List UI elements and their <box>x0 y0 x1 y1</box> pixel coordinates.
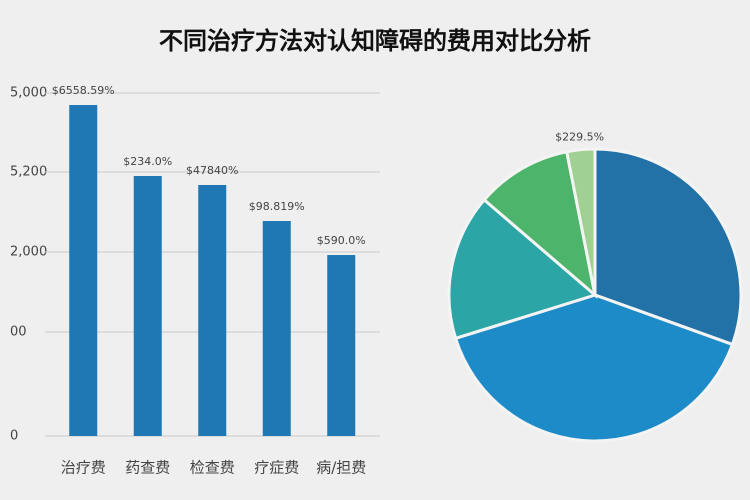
value-label: $6558.59% <box>52 84 115 97</box>
y-tick-label: 5,200 <box>10 165 47 180</box>
bar <box>262 221 291 436</box>
bar <box>327 255 356 436</box>
value-label: $590.0% <box>317 234 366 247</box>
value-label: $98.819% <box>249 200 305 213</box>
x-tick-label: 疗症费 <box>254 459 299 477</box>
pie-slice <box>447 197 599 341</box>
value-label: $229.5% <box>555 131 604 144</box>
x-tick-label: 检查费 <box>190 459 235 477</box>
bar <box>198 184 227 436</box>
pie-slice <box>482 149 598 299</box>
y-tick-label: 0 <box>10 429 18 444</box>
x-tick-label: 治疗费 <box>61 459 106 477</box>
x-tick-label: 药查费 <box>125 459 170 477</box>
pie-slice <box>593 147 743 347</box>
x-tick-label: 病/担费 <box>316 459 366 477</box>
y-tick-label: 00 <box>10 325 27 340</box>
value-label: $234.0% <box>123 155 172 168</box>
bar <box>133 176 162 437</box>
pie-slice <box>564 147 597 296</box>
pie-slice <box>453 293 735 443</box>
value-label: $47840% <box>186 164 238 177</box>
bar <box>69 105 98 436</box>
y-tick-label: 5,000 <box>10 86 47 101</box>
y-tick-label: 2,000 <box>10 245 47 260</box>
chart-title: 不同治疗方法对认知障碍的费用对比分析 <box>159 27 591 55</box>
